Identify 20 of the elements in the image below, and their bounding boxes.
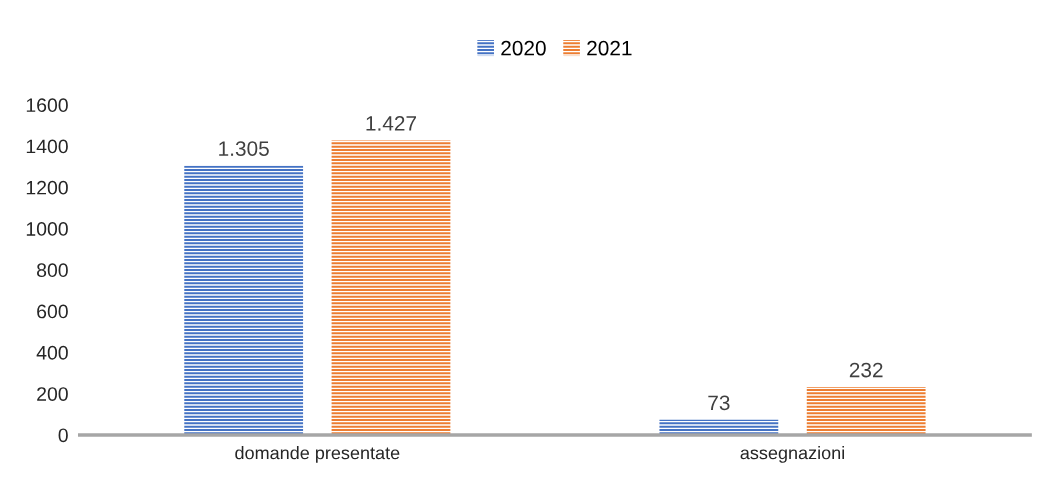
y-tick-label: 1200: [26, 180, 68, 195]
y-tick-label: 800: [37, 263, 68, 278]
y-tick-label: 1600: [26, 98, 68, 113]
legend-label: 2021: [587, 40, 632, 56]
y-tick-label: 0: [58, 428, 68, 443]
y-tick-label: 1000: [26, 222, 68, 236]
legend-label: 2020: [501, 40, 546, 56]
data-label: 73: [708, 395, 730, 411]
data-label: 1.427: [366, 116, 416, 131]
y-tick-label: 600: [37, 304, 68, 319]
x-tick-label: assegnazioni: [740, 446, 845, 463]
data-label: 1.305: [219, 141, 269, 156]
x-tick-label: domande presentate: [235, 446, 400, 463]
bar: [806, 387, 926, 435]
y-tick-label: 400: [36, 345, 68, 360]
data-label: 232: [849, 362, 883, 378]
bar: [184, 165, 304, 435]
y-tick-label: 1400: [26, 139, 68, 154]
bar: [331, 140, 451, 435]
y-tick-label: 200: [37, 387, 68, 401]
